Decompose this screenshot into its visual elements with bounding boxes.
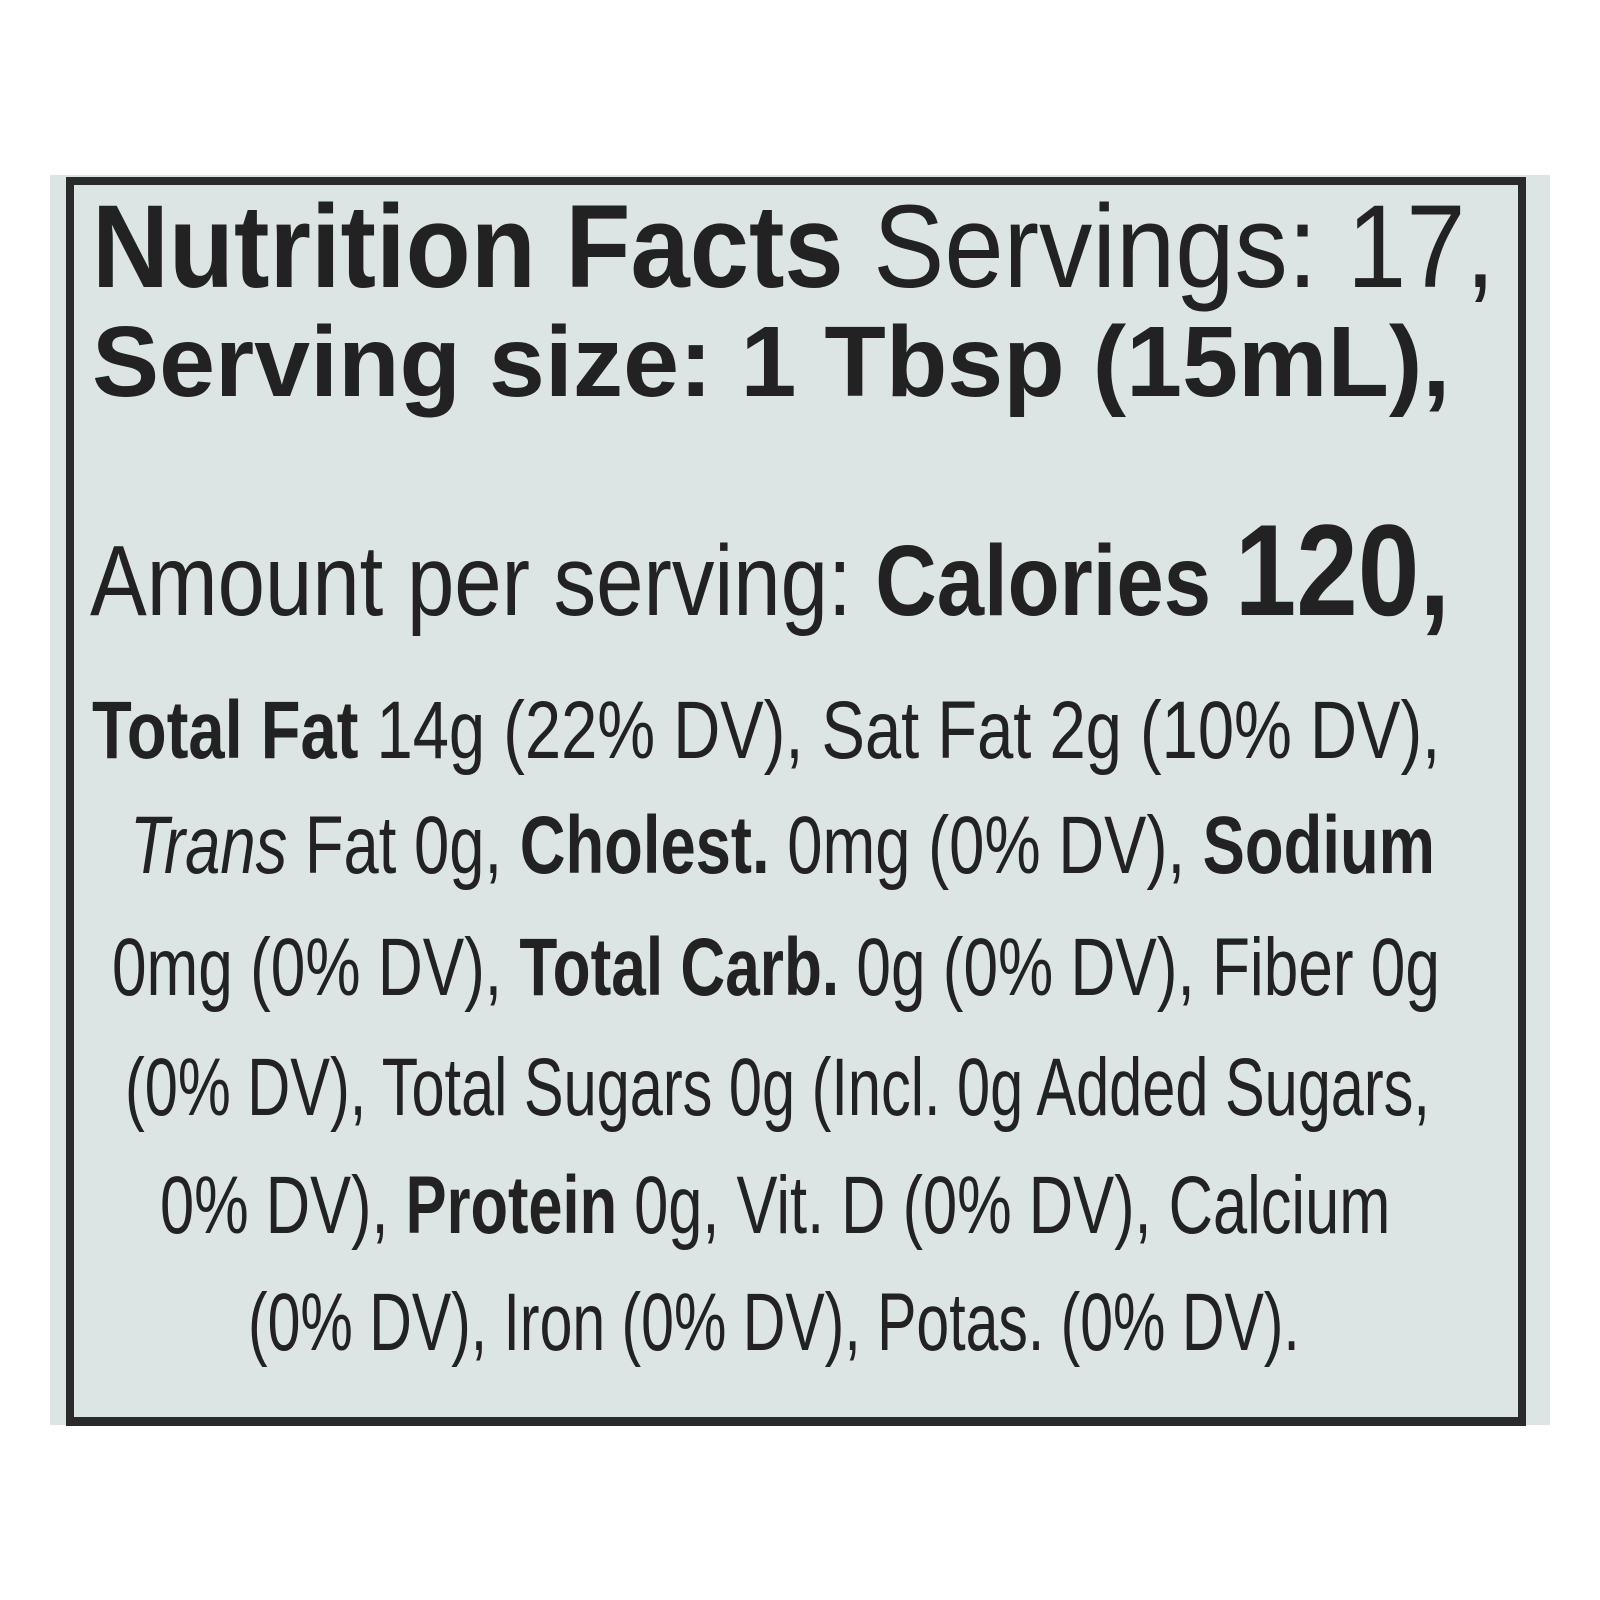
fat-line: Total Fat 14g (22% DV), Sat Fat 2g (10% … [92,690,1440,772]
text-segment: Calories [875,525,1235,637]
nutrition-label [50,175,1550,1425]
text-segment: Protein [405,1160,618,1251]
text-segment: Total Carb. [519,922,840,1013]
iron-potassium-line: (0% DV), Iron (0% DV), Potas. (0% DV). [248,1282,1300,1364]
protein-vitd-calcium-line: 0% DV), Protein 0g, Vit. D (0% DV), Calc… [160,1165,1390,1247]
trans-cholest-sodium-line: Trans Fat 0g, Cholest. 0mg (0% DV), Sodi… [130,805,1435,887]
label-border [66,177,1526,1426]
text-segment: Cholest. [519,800,770,891]
text-segment: 120, [1234,497,1451,643]
text-segment: Serving size: 1 Tbsp (15mL), [92,306,1451,418]
text-segment: 0% DV), [160,1160,406,1251]
calories-line: Amount per serving: Calories 120, [90,505,1450,635]
text-segment: Trans [130,800,288,891]
text-segment: 0g (0% DV), Fiber 0g [839,922,1440,1013]
text-segment: Total Fat [92,685,359,776]
serving-size-line: Serving size: 1 Tbsp (15mL), [92,312,1450,412]
text-segment: Sodium [1202,800,1435,891]
text-segment: Nutrition Facts [92,181,844,313]
text-segment: 0mg (0% DV), [112,922,520,1013]
sugars-line: (0% DV), Total Sugars 0g (Incl. 0g Added… [125,1047,1430,1129]
text-segment: 0g, Vit. D (0% DV), Calcium [617,1160,1391,1251]
carb-fiber-line: 0mg (0% DV), Total Carb. 0g (0% DV), Fib… [112,927,1440,1009]
text-segment: Fat 0g, [287,800,520,891]
text-segment: (0% DV), Total Sugars 0g (Incl. 0g Added… [125,1042,1430,1133]
title-line: Nutrition Facts Servings: 17, [92,188,1495,306]
text-segment: 0mg (0% DV), [769,800,1203,891]
text-segment: (0% DV), Iron (0% DV), Potas. (0% DV). [248,1277,1300,1368]
text-segment: Servings: 17, [843,181,1496,313]
text-segment: Amount per serving: [90,525,876,637]
text-segment: 14g (22% DV), Sat Fat 2g (10% DV), [358,685,1441,776]
